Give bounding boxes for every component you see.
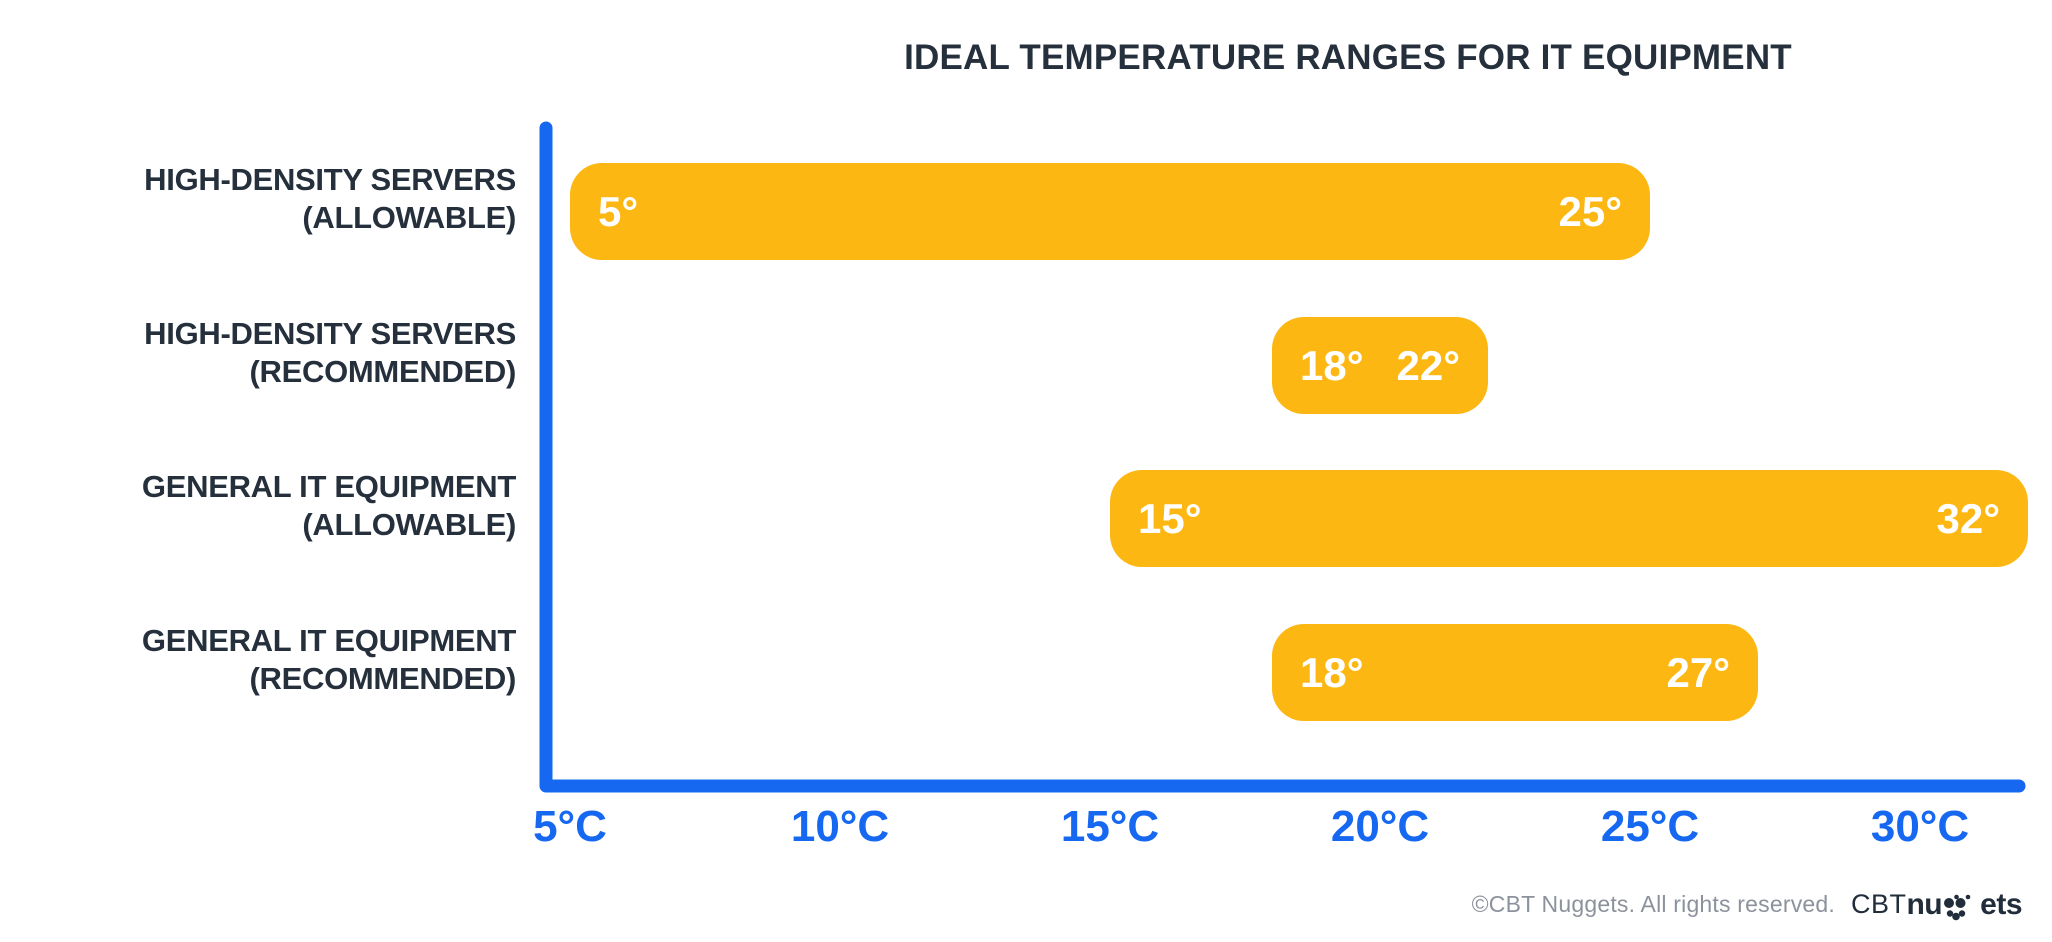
category-label-general-it-recommended: GENERAL IT EQUIPMENT (RECOMMENDED)	[36, 622, 516, 698]
category-label-line1: GENERAL IT EQUIPMENT	[141, 622, 516, 658]
logo-double-g-dots-icon	[1944, 894, 1971, 921]
chart-title: IDEAL TEMPERATURE RANGES FOR IT EQUIPMEN…	[904, 38, 1792, 77]
range-min-value: 18°	[1300, 341, 1364, 389]
category-label-line1: GENERAL IT EQUIPMENT	[141, 468, 516, 504]
logo-text-nu: nu	[1906, 887, 1943, 921]
x-tick-15c: 15°C	[1060, 802, 1160, 851]
footer: ©CBT Nuggets. All rights reserved. CBT nu…	[1472, 888, 2022, 921]
x-tick-30c: 30°C	[1870, 802, 1970, 851]
range-min-value: 15°	[1138, 494, 1202, 542]
range-bar-general-it-recommended: 18° 27°	[1272, 624, 1758, 721]
range-max-value: 25°	[1558, 187, 1622, 235]
copyright-text: ©CBT Nuggets. All rights reserved.	[1471, 891, 1835, 917]
range-min-value: 18°	[1300, 648, 1364, 696]
category-label-line2: (ALLOWABLE)	[302, 506, 516, 542]
category-label-line1: HIGH-DENSITY SERVERS	[144, 315, 516, 351]
range-max-value: 22°	[1396, 341, 1460, 389]
cbt-nuggets-logo: CBT nu ets	[1851, 888, 2022, 921]
category-label-general-it-allowable: GENERAL IT EQUIPMENT (ALLOWABLE)	[36, 468, 516, 544]
logo-text-cbt: CBT	[1850, 889, 1907, 919]
category-label-high-density-recommended: HIGH-DENSITY SERVERS (RECOMMENDED)	[36, 315, 516, 391]
category-label-line2: (ALLOWABLE)	[302, 199, 516, 235]
category-label-line1: HIGH-DENSITY SERVERS	[144, 161, 516, 197]
x-tick-10c: 10°C	[790, 802, 890, 851]
range-max-value: 27°	[1666, 648, 1730, 696]
x-tick-25c: 25°C	[1600, 802, 1700, 851]
category-label-line2: (RECOMMENDED)	[249, 660, 517, 696]
x-tick-5c: 5°C	[533, 802, 607, 851]
range-bar-general-it-allowable: 15° 32°	[1110, 470, 2028, 567]
x-tick-20c: 20°C	[1330, 802, 1430, 851]
category-label-high-density-allowable: HIGH-DENSITY SERVERS (ALLOWABLE)	[36, 161, 516, 237]
range-bar-high-density-recommended: 18° 22°	[1272, 317, 1488, 414]
range-min-value: 5°	[598, 187, 639, 235]
category-label-line2: (RECOMMENDED)	[249, 353, 517, 389]
range-bar-high-density-allowable: 5° 25°	[570, 163, 1650, 260]
range-max-value: 32°	[1936, 494, 2000, 542]
logo-text-ets: ets	[1980, 887, 2022, 921]
